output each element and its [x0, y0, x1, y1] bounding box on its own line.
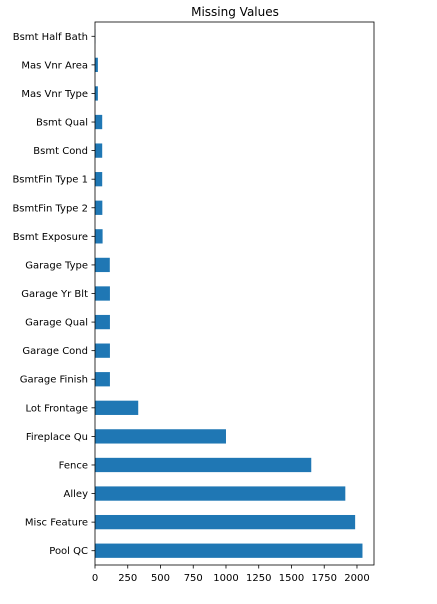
- x-tick-label: 1500: [279, 573, 304, 584]
- y-tick-label: Alley: [64, 489, 89, 500]
- y-tick-label: Bsmt Qual: [36, 118, 88, 129]
- bar-mas-vnr-area: [95, 57, 98, 73]
- x-tick-label: 1250: [246, 573, 271, 584]
- y-tick-label: Garage Type: [25, 260, 88, 271]
- y-tick-label: Pool QC: [49, 546, 88, 557]
- bars-layer: [95, 29, 363, 558]
- bar-misc-feature: [95, 514, 356, 530]
- bar-bsmt-cond: [95, 143, 103, 158]
- x-tick-label: 2000: [344, 573, 369, 584]
- y-tick-label: Fence: [59, 460, 88, 471]
- y-tick-label: Garage Qual: [25, 318, 88, 329]
- plot-frame: [94, 21, 375, 566]
- x-tick-label: 500: [151, 573, 170, 584]
- bar-alley: [95, 486, 346, 501]
- x-tick-label: 750: [184, 573, 203, 584]
- bar-bsmtfin-type-1: [95, 172, 103, 187]
- y-tick-label: Fireplace Qu: [26, 432, 88, 443]
- bar-bsmtfin-type-2: [95, 200, 103, 215]
- x-tick-label: 1750: [311, 573, 336, 584]
- y-tick-label: Lot Frontage: [25, 403, 88, 414]
- y-tick-label: BsmtFin Type 2: [12, 203, 88, 214]
- bar-garage-qual: [95, 314, 110, 330]
- y-tick-label: Bsmt Cond: [33, 146, 88, 157]
- bar-bsmt-qual: [95, 114, 103, 130]
- y-tick-label: BsmtFin Type 1: [12, 175, 88, 186]
- x-tick-label: 1000: [213, 573, 238, 584]
- y-tick-label: Bsmt Exposure: [13, 232, 88, 243]
- bar-pool-qc: [95, 543, 363, 558]
- y-tick-label: Garage Finish: [20, 375, 88, 386]
- bar-garage-finish: [95, 372, 110, 387]
- y-axis: Bsmt Half Bath Mas Vnr Area Mas Vnr Type Bs…: [12, 32, 95, 557]
- bar-garage-yr-blt: [95, 286, 110, 301]
- y-tick-label: Mas Vnr Type: [21, 89, 88, 100]
- bar-garage-cond: [95, 343, 110, 358]
- bar-garage-type: [95, 257, 110, 273]
- bar-fence: [95, 457, 312, 473]
- chart-title: Missing Values: [191, 5, 279, 19]
- y-tick-label: Garage Yr Blt: [21, 289, 88, 300]
- y-tick-label: Bsmt Half Bath: [13, 32, 88, 43]
- x-axis: 0 250 500 750 1000 1250 1500 1750 2000: [92, 565, 370, 584]
- bar-mas-vnr-type: [95, 86, 98, 101]
- bar-fireplace-qu: [95, 429, 226, 444]
- x-tick-label: 250: [118, 573, 137, 584]
- y-tick-label: Mas Vnr Area: [21, 60, 88, 71]
- bar-bsmt-exposure: [95, 229, 103, 244]
- x-tick-label: 0: [92, 573, 98, 584]
- bar-lot-frontage: [95, 400, 139, 415]
- y-tick-label: Misc Feature: [25, 518, 88, 529]
- y-tick-label: Garage Cond: [22, 346, 88, 357]
